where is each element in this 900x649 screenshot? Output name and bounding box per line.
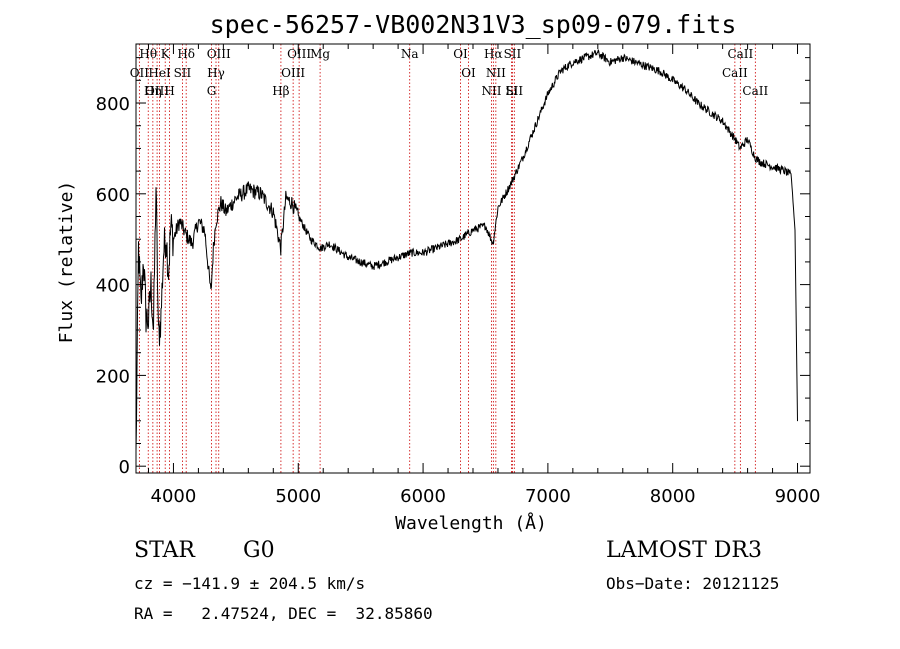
x-tick-label: 5000 <box>275 486 321 507</box>
emission-line-label: CaII <box>722 66 748 80</box>
emission-line-label: Hα <box>484 47 503 61</box>
x-tick-label: 9000 <box>775 486 821 507</box>
y-axis-label: Flux (relative) <box>56 181 77 344</box>
spectrum-line <box>135 49 798 451</box>
emission-line-label: Hδ <box>177 47 195 61</box>
emission-line-label: HeI <box>148 66 171 80</box>
emission-line-label: Hθ <box>139 47 157 61</box>
emission-line-label: Hη <box>144 84 162 98</box>
chart-title: spec-56257-VB002N31V3_sp09-079.fits <box>210 10 737 39</box>
y-tick-label: 600 <box>96 185 130 206</box>
x-tick-label: 8000 <box>650 486 696 507</box>
observation-date: Obs−Date: 20121125 <box>606 574 780 593</box>
x-tick-label: 7000 <box>525 486 571 507</box>
emission-line-label: SII <box>504 47 522 61</box>
emission-line-label: OIII <box>145 84 169 98</box>
emission-line-label: H <box>164 84 174 98</box>
emission-line-label: SII <box>505 84 523 98</box>
emission-line-label: G <box>207 84 217 98</box>
x-tick-label: 6000 <box>400 486 446 507</box>
survey-name: LAMOST DR3 <box>606 538 762 563</box>
object-class: STAR <box>134 538 195 563</box>
y-tick-label: 0 <box>119 457 130 478</box>
emission-line-label: Hγ <box>207 66 225 80</box>
emission-line-labels: Hθ OII OIII HeI Hη K H Hδ SII OIII Hγ G OIII OIII Hβ Mg… <box>130 47 769 98</box>
y-tick-label: 800 <box>96 94 130 115</box>
object-subclass: G0 <box>243 538 275 563</box>
emission-line-label: NII <box>486 66 506 80</box>
emission-line-label: Na <box>401 47 419 61</box>
emission-line-label: OI <box>453 47 468 61</box>
emission-line-label: OII <box>130 66 150 80</box>
y-tick-label: 400 <box>96 276 130 297</box>
emission-line-label: NII <box>481 84 501 98</box>
redshift-cz: cz = −141.9 ± 204.5 km/s <box>134 574 366 593</box>
emission-line-label: CaII <box>742 84 768 98</box>
emission-line-label: OIII <box>281 66 305 80</box>
emission-line-label: CaII <box>727 47 753 61</box>
x-axis-label: Wavelength (Å) <box>395 512 547 534</box>
emission-line-markers <box>138 44 756 473</box>
axis-ticks: 4000 5000 6000 7000 8000 9000 0 200 400 600 800 <box>96 44 821 507</box>
coordinates: RA = 2.47524, DEC = 32.85860 <box>134 604 433 623</box>
emission-line-label: Li <box>506 84 518 98</box>
emission-line-label: Hβ <box>272 84 289 98</box>
y-tick-label: 200 <box>96 366 130 387</box>
emission-line-label: SII <box>174 66 192 80</box>
emission-line-label: K <box>161 47 171 61</box>
emission-line-label: OIII <box>207 47 231 61</box>
emission-line-label: OI <box>461 66 476 80</box>
emission-line-label: Mg <box>310 47 330 61</box>
x-tick-label: 4000 <box>151 486 197 507</box>
emission-line-label: OIII <box>287 47 311 61</box>
